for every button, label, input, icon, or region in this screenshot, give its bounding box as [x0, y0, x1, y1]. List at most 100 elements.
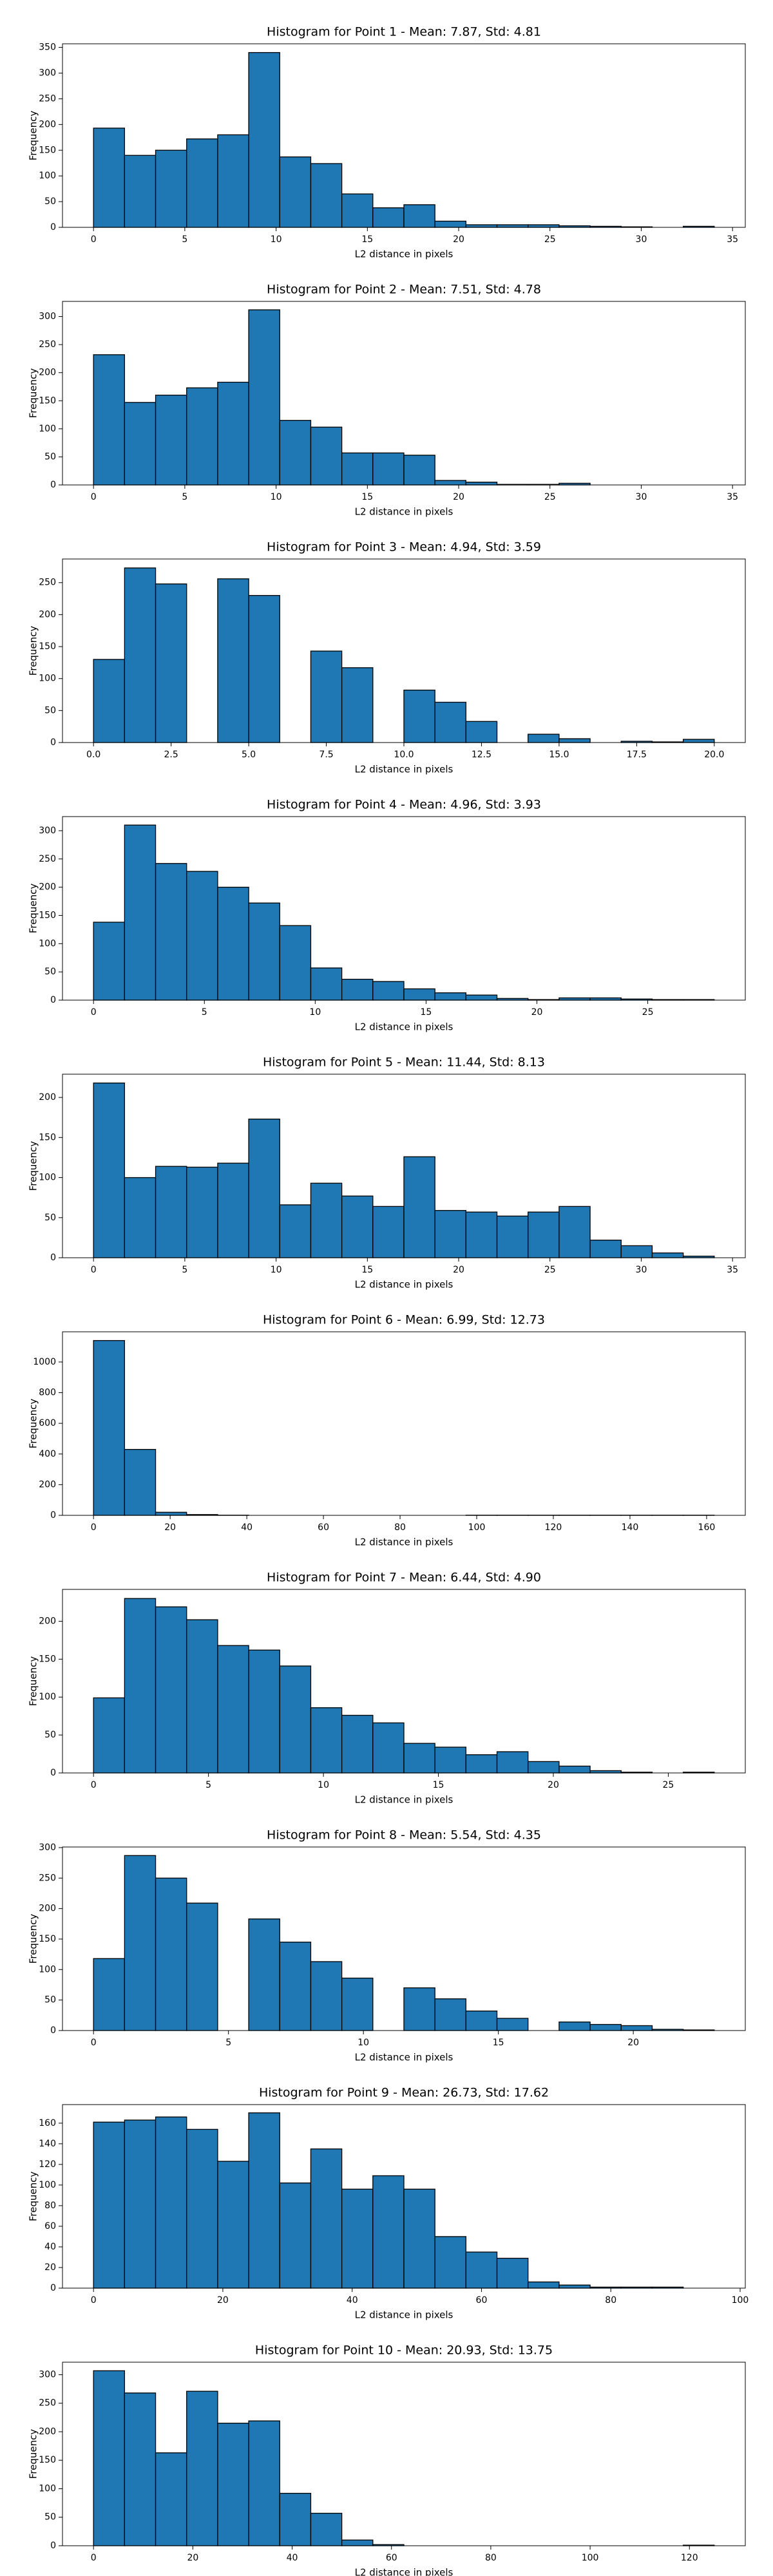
y-tick-label: 0: [50, 1768, 56, 1778]
y-tick-label: 100: [39, 938, 56, 949]
y-tick-label: 100: [39, 674, 56, 684]
bar: [248, 1918, 280, 2031]
y-tick-label: 250: [39, 578, 56, 588]
bar: [310, 2148, 343, 2289]
bar: [496, 2257, 529, 2289]
bar: [434, 480, 467, 486]
bar: [310, 1182, 343, 1258]
bar: [528, 734, 560, 743]
bar: [124, 1177, 157, 1258]
y-tick-label: 400: [39, 1449, 56, 1459]
y-tick-label: 1000: [33, 1357, 56, 1367]
x-tick-label: 30: [636, 492, 647, 502]
axes-frame: [62, 2104, 746, 2289]
x-tick-label: 15.0: [549, 750, 569, 760]
bar: [186, 1619, 218, 1774]
y-tick-label: 50: [44, 2512, 56, 2523]
y-tick-label: 300: [39, 2369, 56, 2380]
bar: [528, 1761, 560, 1774]
x-tick-label: 10.0: [394, 750, 414, 760]
y-tick-label: 200: [39, 119, 56, 129]
y-tick-label: 100: [39, 424, 56, 434]
x-tick-label: 120: [545, 1522, 562, 1533]
bar: [310, 2512, 343, 2546]
y-tick-label: 0: [50, 2025, 56, 2036]
bar: [93, 128, 126, 228]
y-tick-label: 150: [39, 1132, 56, 1142]
y-tick-label: 0: [50, 2541, 56, 2551]
histogram-panel: Histogram for Point 9 - Mean: 26.73, Std…: [28, 2086, 749, 2321]
x-tick-label: 120: [681, 2553, 698, 2563]
x-tick-label: 0: [91, 1265, 97, 1275]
x-tick-label: 10: [271, 492, 282, 502]
y-tick-label: 0: [50, 1253, 56, 1263]
bar: [93, 2121, 126, 2289]
y-tick-label: 100: [39, 1692, 56, 1702]
bar: [279, 925, 312, 1001]
bar: [217, 2161, 249, 2289]
y-tick-label: 250: [39, 2398, 56, 2409]
bar: [341, 1977, 374, 2031]
y-tick-label: 60: [44, 2221, 56, 2231]
bar: [558, 1765, 591, 1774]
bar: [465, 2251, 498, 2289]
bar: [589, 997, 622, 1001]
bar: [279, 2492, 312, 2546]
bar: [465, 721, 498, 743]
y-tick-label: 100: [39, 2180, 56, 2190]
x-tick-label: 0: [91, 234, 97, 245]
x-axis-label: L2 distance in pixels: [355, 764, 453, 775]
bar: [93, 1083, 126, 1258]
bar: [496, 224, 529, 228]
x-tick-label: 12.5: [472, 750, 491, 760]
y-axis-label: Frequency: [28, 2172, 39, 2222]
x-tick-label: 15: [493, 2038, 504, 2048]
histogram-panel: Histogram for Point 7 - Mean: 6.44, Std:…: [28, 1571, 746, 1806]
x-tick-label: 15: [361, 1265, 373, 1275]
x-tick-label: 5: [202, 1007, 207, 1018]
histogram-panel: Histogram for Point 8 - Mean: 5.54, Std:…: [28, 1828, 746, 2063]
bar: [403, 1743, 435, 1774]
x-axis-label: L2 distance in pixels: [355, 506, 453, 518]
x-tick-label: 35: [727, 234, 738, 245]
bar: [372, 207, 405, 228]
x-tick-label: 80: [605, 2295, 616, 2306]
x-tick-label: 20: [531, 1007, 543, 1018]
axes-frame: [62, 1589, 746, 1774]
bar: [558, 997, 591, 1001]
x-tick-label: 30: [636, 1265, 647, 1275]
y-tick-label: 50: [44, 705, 56, 715]
bar: [93, 1340, 126, 1516]
x-tick-label: 35: [727, 492, 738, 502]
x-tick-label: 20: [627, 2038, 639, 2048]
histogram-panel: Histogram for Point 10 - Mean: 20.93, St…: [28, 2344, 746, 2576]
y-tick-label: 100: [39, 1964, 56, 1975]
axes-frame: [62, 1331, 746, 1516]
chart-title: Histogram for Point 2 - Mean: 7.51, Std:…: [267, 283, 541, 297]
bar: [341, 1714, 374, 1774]
y-tick-label: 50: [44, 1213, 56, 1223]
bar: [124, 402, 157, 486]
y-tick-label: 150: [39, 910, 56, 920]
bar: [124, 1598, 157, 1774]
y-tick-label: 250: [39, 339, 56, 350]
bar: [434, 701, 467, 743]
x-tick-label: 100: [468, 1522, 486, 1533]
y-tick-label: 300: [39, 312, 56, 322]
bar: [217, 381, 249, 486]
bar: [155, 149, 187, 228]
x-tick-label: 5: [182, 492, 187, 502]
bar: [310, 426, 343, 486]
bar: [217, 2423, 249, 2546]
x-tick-label: 80: [394, 1522, 406, 1533]
x-tick-label: 5: [182, 1265, 187, 1275]
y-tick-label: 150: [39, 145, 56, 155]
y-tick-label: 100: [39, 1173, 56, 1183]
bar: [155, 2116, 187, 2289]
bar: [155, 394, 187, 486]
x-tick-label: 25: [642, 1007, 654, 1018]
y-tick-label: 200: [39, 882, 56, 893]
bar: [310, 1961, 343, 2031]
bar: [496, 1751, 529, 1774]
bar: [248, 1119, 280, 1258]
